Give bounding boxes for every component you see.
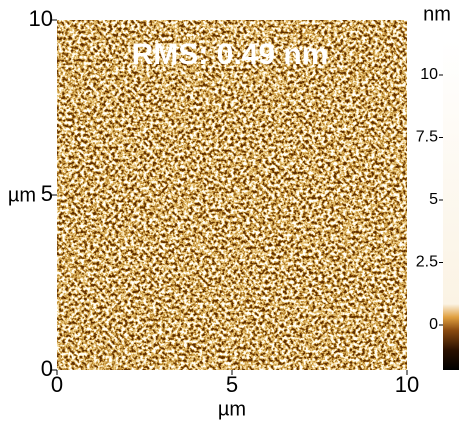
x-axis-label: µm [218, 398, 246, 420]
colorbar-tick-label: 5 [429, 191, 438, 208]
colorbar-label: nm [423, 3, 451, 25]
y-tick-label: 5 [41, 181, 53, 206]
afm-image [57, 20, 407, 370]
y-axis-label: µm [8, 184, 36, 206]
colorbar-tick-label: 0 [429, 316, 438, 333]
colorbar [443, 40, 459, 370]
x-tick-label: 5 [226, 372, 238, 397]
y-tick-label: 0 [41, 356, 53, 381]
colorbar-tick-label: 7.5 [416, 129, 438, 146]
x-tick-label: 0 [51, 372, 63, 397]
chart-title: RMS: 0.49 nm [132, 38, 329, 71]
colorbar-tick-label: 2.5 [416, 254, 438, 271]
colorbar-tick-label: 10 [420, 66, 438, 83]
x-tick-label: 10 [395, 372, 419, 397]
y-tick-label: 10 [29, 6, 53, 31]
